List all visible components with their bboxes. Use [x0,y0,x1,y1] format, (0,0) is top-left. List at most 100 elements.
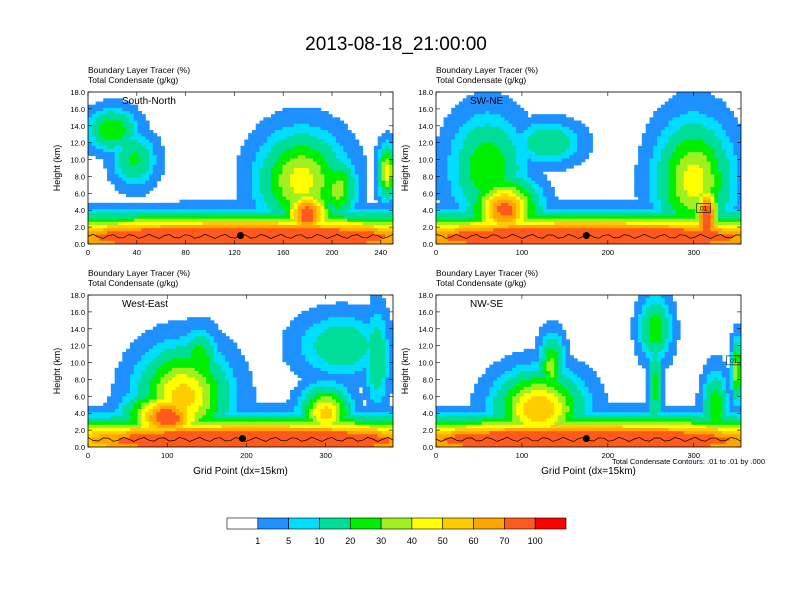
field-cell [497,177,502,182]
field-cell [160,240,165,244]
field-cell [354,139,360,144]
field-cell [504,174,510,179]
field-cell [297,183,303,188]
field-cell [577,237,582,242]
field-cell [133,111,139,115]
field-cell [122,240,127,244]
field-cell [255,142,261,147]
field-cell [584,215,590,220]
field-cell [660,111,666,115]
field-cell [455,133,460,137]
field-cell [156,218,162,223]
field-cell [328,190,333,194]
field-cell [213,231,219,236]
field-cell [458,221,464,226]
field-cell [110,111,116,115]
field-cell [538,171,544,175]
field-cell [436,183,441,188]
field-cell [497,196,502,201]
field-cell [687,123,693,128]
field-cell [320,190,325,194]
field-cell [351,142,356,147]
field-cell [343,240,348,244]
field-cell [493,111,498,115]
field-cell [542,155,548,160]
field-cell [508,123,513,128]
field-cell [221,215,226,220]
field-cell [477,168,483,172]
field-cell [248,228,253,232]
field-cell [439,142,445,147]
field-cell [320,168,325,172]
field-cell [664,218,670,223]
field-cell [309,107,314,112]
field-cell [561,225,567,229]
field-cell [664,215,670,220]
field-cell [149,155,154,160]
field-cell [149,202,154,207]
field-cell [126,171,131,175]
field-cell [687,158,693,163]
field-cell [263,215,268,220]
field-cell [305,225,310,229]
field-cell [481,212,487,217]
field-cell [206,240,211,244]
field-cell [523,206,529,210]
x-tick-label: 40 [133,248,141,257]
field-cell [558,202,563,207]
field-cell [95,130,101,134]
field-cell [538,177,544,182]
field-cell [332,161,337,166]
field-cell [267,161,272,166]
field-cell [267,228,272,232]
field-cell [343,218,348,223]
field-cell [339,130,345,134]
field-cell [649,130,654,134]
field-cell [497,199,502,204]
field-cell [493,228,498,232]
field-cell [443,240,449,244]
field-cell [485,123,490,128]
field-cell [638,180,643,185]
field-cell [210,212,215,217]
field-cell [573,155,578,160]
field-cell [271,225,276,229]
field-cell [462,149,468,153]
field-cell [324,152,329,156]
field-cell [542,209,548,213]
field-cell [538,215,544,220]
field-cell [293,161,299,166]
field-cell [447,183,452,188]
field-cell [244,212,249,217]
field-cell [316,168,322,172]
field-cell [649,228,654,232]
field-cell [358,212,364,217]
field-cell [519,228,525,232]
field-cell [508,126,513,131]
field-cell [381,139,386,144]
field-cell [493,187,498,191]
field-cell [305,240,310,244]
field-cell [366,234,371,239]
field-cell [645,155,651,160]
field-cell [584,142,590,147]
field-cell [381,190,386,194]
field-cell [309,234,314,239]
field-cell [385,231,390,236]
field-cell [118,139,123,144]
field-cell [305,190,310,194]
field-cell [508,117,513,122]
field-cell [377,174,383,179]
field-cell [133,212,139,217]
field-cell [680,136,685,141]
field-cell [660,221,666,226]
field-cell [527,136,532,141]
field-cell [680,114,685,118]
field-cell [309,123,314,128]
field-cell [477,218,483,223]
field-cell [668,171,673,175]
field-cell [443,183,449,188]
field-cell [320,120,325,125]
field-cell [377,237,383,242]
field-cell [107,158,112,163]
